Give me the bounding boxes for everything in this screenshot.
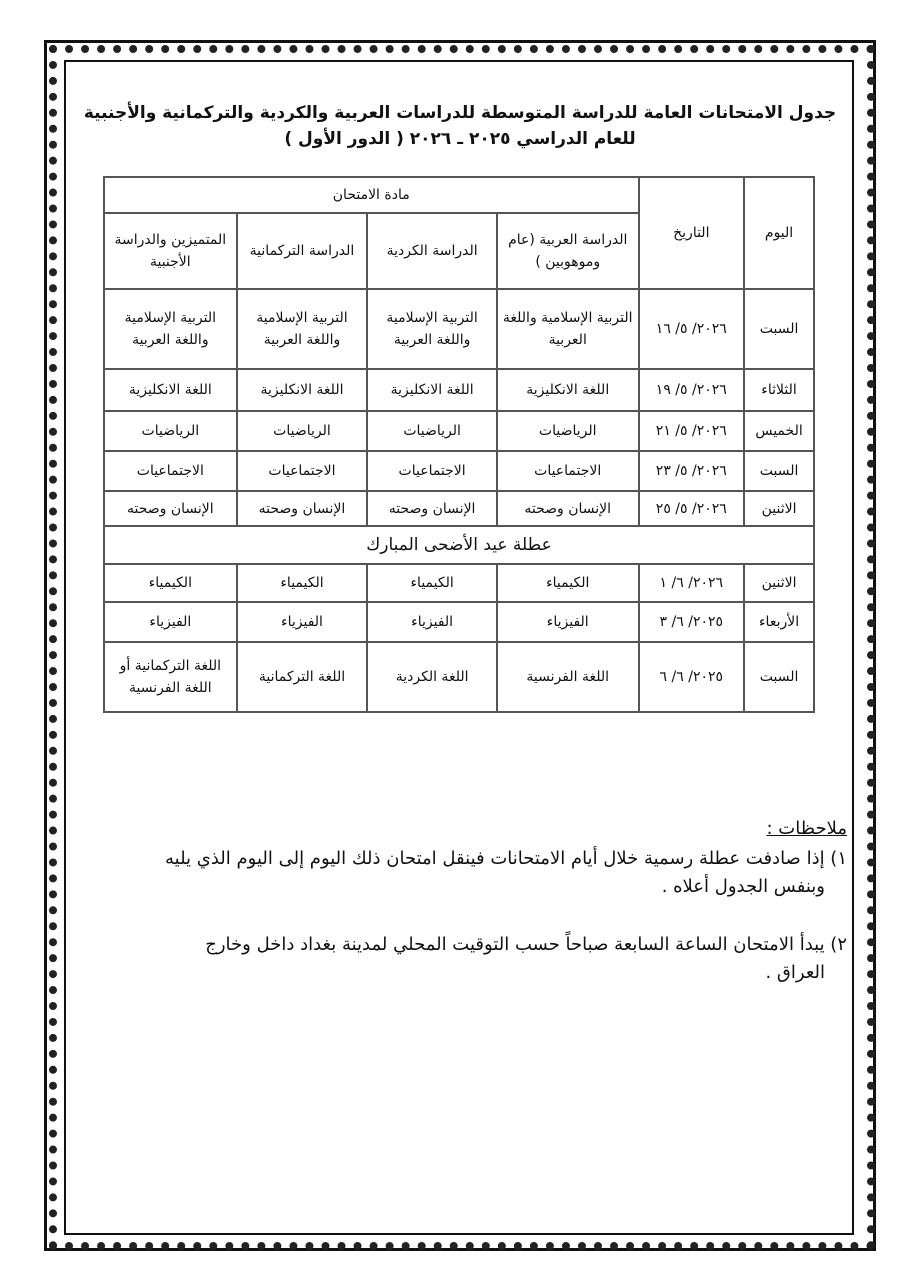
subject-cell: التربية الإسلامية واللغة العربية xyxy=(235,288,369,370)
date-text: ٢٠٢٦/ ٥/ ٢٥ xyxy=(655,500,727,517)
table-row: الثلاثاء ٢٠٢٦/ ٥/ ١٩ اللغة الانكليزية اللغة… xyxy=(103,368,815,412)
subject-cell: الفيزياء xyxy=(103,601,238,643)
date-text: ٢٠٢٦/ ٦/ ١ xyxy=(659,575,724,591)
subject-cell: التربية الإسلامية واللغة العربية xyxy=(495,288,640,370)
date-cell: ٢٠٢٦/ ٥/ ١٦ xyxy=(637,288,746,370)
subject-cell: اللغة الانكليزية xyxy=(235,368,369,412)
date-text: ٢٠٢٦/ ٥/ ١٩ xyxy=(655,382,727,398)
header-column: الدراسة الكردية xyxy=(366,212,498,290)
note-item: ١) إذا صادفت عطلة رسمية خلال أيام الامتح… xyxy=(95,845,847,901)
exam-schedule-table: اليوم التاريخ مادة الامتحان الدراسة العر… xyxy=(103,176,815,713)
day-cell: السبت xyxy=(743,288,815,370)
subject-cell: الاجتماعيات xyxy=(366,450,498,492)
day-cell: السبت xyxy=(743,450,815,492)
header-day: اليوم xyxy=(743,176,815,290)
subject-cell: الإنسان وصحته xyxy=(235,490,369,527)
notes-title: ملاحظات : xyxy=(766,818,848,839)
header-column: الدراسة العربية (عام وموهوبين ) xyxy=(495,212,640,290)
date-text: ٢٠٢٦/ ٥/ ٢١ xyxy=(655,423,727,439)
table-row: السبت ٢٠٢٦/ ٥/ ٢٣ الاجتماعيات الاجتماعيات ال… xyxy=(103,450,815,492)
day-cell: الاثنين xyxy=(743,563,815,603)
subject-cell: الفيزياء xyxy=(495,601,640,643)
subject-cell: الرياضيات xyxy=(495,410,640,452)
subject-cell: الفيزياء xyxy=(235,601,369,643)
decorative-border-inner xyxy=(64,60,854,1235)
day-cell: الخميس xyxy=(743,410,815,452)
subject-cell: الكيمياء xyxy=(103,563,238,603)
subject-cell: الإنسان وصحته xyxy=(366,490,498,527)
subject-cell: الفيزياء xyxy=(366,601,498,643)
note-item: ٢) يبدأ الامتحان الساعة السابعة صباحاً ح… xyxy=(95,931,847,987)
table-row: الاثنين ٢٠٢٦/ ٥/ ٢٥ الإنسان وصحته الإنسان و… xyxy=(103,490,815,527)
date-text: ٢٠٢٦/ ٥/ ١٦ xyxy=(655,321,727,337)
subject-cell: اللغة الانكليزية xyxy=(495,368,640,412)
header-subject-group: مادة الامتحان xyxy=(103,176,640,214)
note-line: وبنفس الجدول أعلاه . xyxy=(661,876,825,897)
document-title: جدول الامتحانات العامة للدراسة المتوسطة … xyxy=(80,100,840,152)
subject-cell: التربية الإسلامية واللغة العربية xyxy=(366,288,498,370)
title-line-2: للعام الدراسي ٢٠٢٥ ـ ٢٠٢٦ ( الدور الأول … xyxy=(284,129,636,149)
day-cell: السبت xyxy=(743,641,815,713)
subject-cell: الإنسان وصحته xyxy=(103,490,238,527)
table-row: السبت ٢٠٢٥/ ٦/ ٦ اللغة الفرنسية اللغة الكرد… xyxy=(103,641,815,713)
subject-cell: الاجتماعيات xyxy=(103,450,238,492)
subject-cell: التربية الإسلامية واللغة العربية xyxy=(103,288,238,370)
day-cell: الثلاثاء xyxy=(743,368,815,412)
header-column: المتميزين والدراسة الأجنبية xyxy=(103,212,238,290)
subject-cell: اللغة التركمانية أو اللغة الفرنسية xyxy=(103,641,238,713)
day-cell: الأربعاء xyxy=(743,601,815,643)
date-cell: ٢٠٢٦/ ٥/ ١٩ xyxy=(637,368,746,412)
note-line: العراق . xyxy=(765,962,825,983)
subject-cell: الاجتماعيات xyxy=(235,450,369,492)
header-date: التاريخ xyxy=(637,176,746,290)
date-cell: ٢٠٢٦/ ٥/ ٢٣ xyxy=(637,450,746,492)
date-cell: ٢٠٢٦/ ٥/ ٢١ xyxy=(637,410,746,452)
subject-cell: الكيمياء xyxy=(495,563,640,603)
date-cell: ٢٠٢٦/ ٥/ ٢٥ xyxy=(637,490,746,527)
date-text: ٢٠٢٥/ ٦/ ٦ xyxy=(659,669,724,685)
subject-cell: الإنسان وصحته xyxy=(495,490,640,527)
table-row: الاثنين ٢٠٢٦/ ٦/ ١ الكيمياء الكيمياء الكيميا… xyxy=(103,563,815,603)
notes-section: ملاحظات : ١) إذا صادفت عطلة رسمية خلال أ… xyxy=(95,815,847,1005)
day-cell: الاثنين xyxy=(743,490,815,527)
subject-cell: الرياضيات xyxy=(366,410,498,452)
decorative-chain-border xyxy=(49,45,875,1250)
holiday-row: عطلة عيد الأضحى المبارك xyxy=(103,525,815,565)
header-column: الدراسة التركمانية xyxy=(235,212,369,290)
subject-cell: اللغة التركمانية xyxy=(235,641,369,713)
note-line: ١) إذا صادفت عطلة رسمية خلال أيام الامتح… xyxy=(165,848,847,869)
table-row: السبت ٢٠٢٦/ ٥/ ١٦ التربية الإسلامية واللغة… xyxy=(103,288,815,370)
subject-cell: الرياضيات xyxy=(103,410,238,452)
subject-cell: الرياضيات xyxy=(235,410,369,452)
date-cell: ٢٠٢٥/ ٦/ ٦ xyxy=(637,641,746,713)
subject-cell: الاجتماعيات xyxy=(495,450,640,492)
table-row: الخميس ٢٠٢٦/ ٥/ ٢١ الرياضيات الرياضيات الريا… xyxy=(103,410,815,452)
subject-cell: اللغة الانكليزية xyxy=(103,368,238,412)
subject-cell: اللغة الانكليزية xyxy=(366,368,498,412)
date-text: ٢٠٢٥/ ٦/ ٣ xyxy=(659,614,724,630)
subject-cell: اللغة الفرنسية xyxy=(495,641,640,713)
date-cell: ٢٠٢٥/ ٦/ ٣ xyxy=(637,601,746,643)
note-line: ٢) يبدأ الامتحان الساعة السابعة صباحاً ح… xyxy=(205,934,847,955)
date-cell: ٢٠٢٦/ ٦/ ١ xyxy=(637,563,746,603)
title-line-1: جدول الامتحانات العامة للدراسة المتوسطة … xyxy=(83,103,837,123)
subject-cell: الكيمياء xyxy=(235,563,369,603)
date-text: ٢٠٢٦/ ٥/ ٢٣ xyxy=(655,463,727,479)
subject-cell: اللغة الكردية xyxy=(366,641,498,713)
subject-cell: الكيمياء xyxy=(366,563,498,603)
table-row: الأربعاء ٢٠٢٥/ ٦/ ٣ الفيزياء الفيزياء الفيزي… xyxy=(103,601,815,643)
